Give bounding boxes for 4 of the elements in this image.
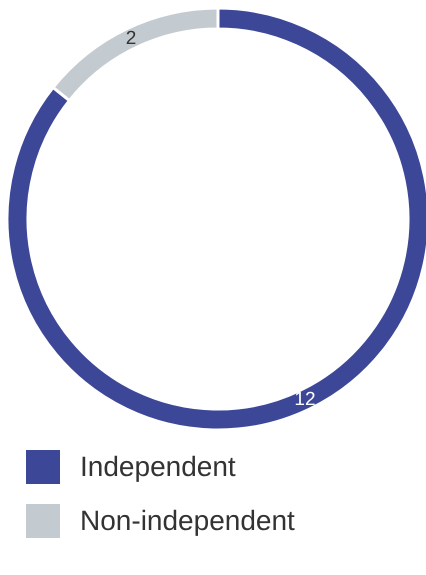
- data-label: 2: [126, 28, 136, 49]
- legend-label: Non-independent: [80, 505, 295, 537]
- data-label: 12: [294, 389, 316, 410]
- legend-label: Independent: [80, 451, 236, 483]
